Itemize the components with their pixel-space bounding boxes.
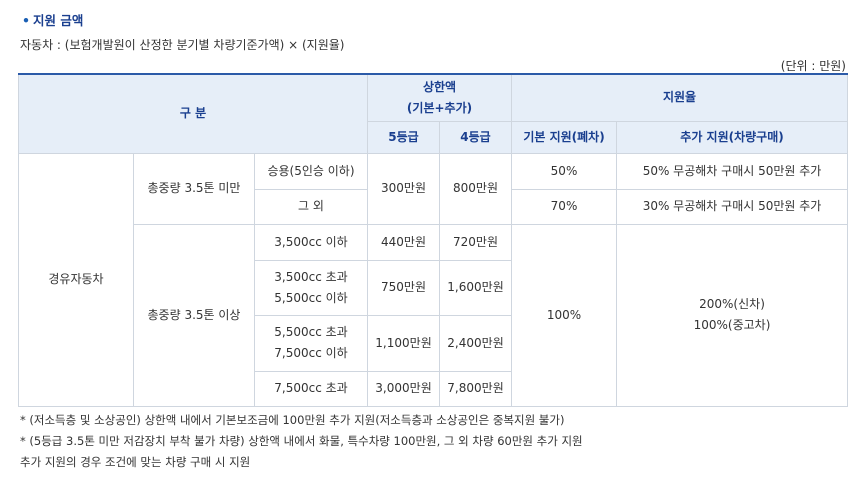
footnote: * (저소득층 및 소상공인) 상한액 내에서 기본보조금에 100만원 추가 … (20, 413, 565, 427)
header-rate: 지원율 (511, 73, 849, 122)
header-cap-line2: (기본+추가) (406, 100, 473, 115)
base-rate: 70% (511, 188, 618, 225)
header-cap: 상한액 (기본+추가) (367, 73, 513, 122)
header-extra-rate: 추가 지원(차량구매) (616, 120, 849, 154)
base-rate: 50% (511, 152, 618, 190)
footnote: * (5등급 3.5톤 미만 저감장치 부착 불가 차량) 상한액 내에서 화물… (20, 434, 583, 448)
section-heading: • 지원 금액 (22, 10, 83, 29)
vehicle-type: 경유자동차 (18, 152, 134, 407)
footnotes: * (저소득층 및 소상공인) 상한액 내에서 기본보조금에 100만원 추가 … (20, 410, 583, 473)
header-base-rate: 기본 지원(폐차) (511, 120, 618, 154)
header-cap-line1: 상한액 (422, 79, 457, 94)
heading-text: 지원 금액 (33, 13, 84, 28)
cap-grade5: 3,000만원 (367, 370, 441, 407)
sub-category-line2: 5,500cc 이하 (274, 290, 348, 305)
header-category: 구 분 (17, 73, 369, 154)
cap-grade4: 7,800만원 (439, 370, 513, 407)
cap-grade4: 800만원 (439, 152, 513, 225)
weight-over: 총중량 3.5톤 이상 (133, 223, 255, 407)
support-formula: 자동차 : (보험개발원이 산정한 분기별 차량기준가액) × (지원율) (20, 38, 345, 52)
header-grade4: 4등급 (439, 120, 513, 154)
sub-category: 그 외 (253, 188, 369, 225)
header-grade5: 5등급 (367, 120, 441, 154)
extra-rate: 200%(신차) 100%(중고차) (616, 223, 849, 407)
extra-rate-new: 200%(신차) (699, 297, 765, 311)
bullet-icon: • (22, 13, 30, 28)
cap-grade4: 1,600만원 (439, 259, 513, 316)
cap-grade4: 720만원 (439, 223, 513, 261)
unit-label: (단위 : 만원) (780, 59, 846, 73)
sub-category: 3,500cc 이하 (253, 223, 369, 261)
weight-under: 총중량 3.5톤 미만 (133, 152, 255, 225)
cap-grade5: 300만원 (367, 152, 441, 225)
sub-category: 승용(5인승 이하) (253, 152, 369, 190)
extra-rate: 50% 무공해차 구매시 50만원 추가 (616, 152, 849, 190)
cap-grade5: 1,100만원 (367, 314, 441, 372)
sub-category: 3,500cc 초과 5,500cc 이하 (253, 259, 369, 316)
cap-grade5: 440만원 (367, 223, 441, 261)
cap-grade4: 2,400만원 (439, 314, 513, 372)
sub-category: 7,500cc 초과 (253, 370, 369, 407)
cap-grade5: 750만원 (367, 259, 441, 316)
base-rate: 100% (511, 223, 618, 407)
support-amount-table: 구 분 상한액 (기본+추가) 지원율 5등급 4등급 기본 지원(폐차) 추가 … (17, 73, 849, 407)
sub-category: 5,500cc 초과 7,500cc 이하 (253, 314, 369, 372)
sub-category-line1: 3,500cc 초과 (274, 269, 348, 284)
extra-rate: 30% 무공해차 구매시 50만원 추가 (616, 188, 849, 225)
sub-category-line2: 7,500cc 이하 (274, 346, 348, 360)
extra-rate-used: 100%(중고차) (693, 318, 771, 332)
footnote: 추가 지원의 경우 조건에 맞는 차량 구매 시 지원 (20, 455, 251, 469)
sub-category-line1: 5,500cc 초과 (274, 325, 348, 339)
